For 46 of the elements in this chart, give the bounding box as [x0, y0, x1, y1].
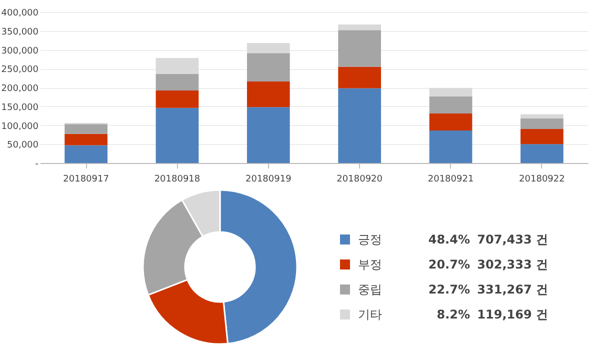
legend-label: 기타: [358, 308, 382, 322]
bar: [246, 42, 290, 54]
x-tick-label: 20180920: [336, 174, 383, 184]
bar: [429, 130, 472, 163]
legend-label: 긍정: [358, 232, 382, 246]
text: 48.4% 707,433 건: [428, 232, 548, 246]
bar: [246, 81, 290, 108]
bar: [156, 108, 199, 163]
bar: [429, 96, 472, 114]
y-tick-label: 300,000: [1, 46, 39, 56]
y-tick-label: 350,000: [1, 27, 39, 38]
x-tick-label: 20180919: [246, 174, 292, 184]
x-tick-label: 20180922: [519, 174, 565, 184]
bar: [338, 88, 382, 163]
bar: [156, 90, 199, 108]
bar: [156, 74, 199, 91]
x-tick-label: 20180917: [63, 174, 109, 184]
bar: [246, 107, 290, 163]
bar: [246, 53, 290, 82]
bar: [338, 66, 382, 88]
y-tick-label: 50,000: [7, 140, 39, 151]
bar: [429, 88, 472, 97]
bar: [429, 114, 472, 131]
bar: [520, 144, 564, 163]
bar: [64, 124, 108, 134]
y-tick-label: 200,000: [1, 84, 39, 94]
y-tick-label: -: [35, 160, 38, 170]
bar: [338, 24, 382, 30]
y-tick-label: 400,000: [1, 8, 39, 18]
bar: [520, 118, 564, 130]
legend-label: 부정: [358, 258, 382, 272]
text: 22.7% 331,267 건: [428, 282, 548, 296]
text: 20.7% 302,333 건: [428, 258, 548, 272]
bar: [338, 30, 382, 67]
y-tick-label: 150,000: [1, 102, 39, 113]
bar: [156, 58, 199, 74]
text: 8.2% 119,169 건: [436, 308, 548, 322]
bar: [64, 145, 108, 163]
x-tick-label: 20180918: [154, 174, 200, 184]
bar: [520, 114, 564, 118]
legend-label: 중립: [358, 282, 382, 296]
y-tick-label: 250,000: [1, 65, 39, 76]
bar: [520, 129, 564, 144]
bar: [64, 134, 108, 146]
x-tick-label: 20180921: [428, 174, 474, 184]
y-tick-label: 100,000: [1, 122, 39, 132]
